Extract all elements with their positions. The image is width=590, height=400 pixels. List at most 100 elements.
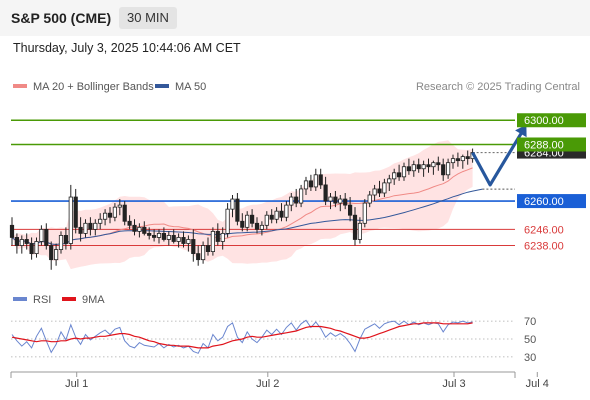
- candle-body-down: [455, 158, 461, 162]
- candle: [181, 231, 186, 248]
- candle-body-down: [343, 198, 348, 206]
- candle-body-up: [313, 174, 318, 188]
- candle: [186, 235, 191, 252]
- candle: [362, 199, 367, 228]
- candle: [328, 192, 333, 210]
- candle: [259, 221, 265, 236]
- candle: [313, 168, 318, 191]
- rsi-ma-line: [11, 322, 473, 349]
- candle-body-down: [416, 164, 421, 170]
- candle-body-up: [230, 198, 235, 210]
- candle-body-down: [196, 253, 201, 261]
- candle-body-up: [338, 198, 343, 204]
- candle-body-up: [303, 180, 309, 190]
- candle: [279, 203, 284, 222]
- candle: [460, 154, 465, 169]
- candle-body-down: [426, 164, 431, 168]
- x-tick-label: Jul 2: [256, 378, 279, 390]
- level-tag-6260-00: [517, 194, 586, 209]
- candle: [289, 192, 294, 212]
- x-tick-label: Jul 4: [526, 378, 549, 390]
- candle: [14, 233, 19, 254]
- candle: [98, 213, 103, 230]
- candle-body-up: [54, 249, 59, 261]
- candle: [392, 168, 397, 185]
- candle-body-up: [411, 164, 416, 172]
- candle-body-down: [161, 233, 166, 240]
- candle-body-up: [274, 210, 279, 220]
- rsi-legend: RSI 9MA: [13, 294, 105, 306]
- candle: [367, 190, 372, 208]
- candle-body-down: [254, 222, 260, 230]
- candle: [323, 176, 328, 206]
- candle: [122, 201, 127, 226]
- candle: [200, 241, 206, 264]
- candle: [68, 184, 73, 250]
- candle: [63, 227, 68, 250]
- candle-body-down: [132, 224, 137, 232]
- candle: [83, 219, 88, 238]
- candle-body-up: [176, 237, 181, 242]
- candle-body-up: [289, 196, 294, 206]
- rsi-legend-label: RSI: [33, 294, 51, 306]
- candle: [245, 211, 250, 232]
- candle: [431, 160, 436, 175]
- candle: [401, 162, 407, 181]
- candle-body-up: [68, 196, 73, 244]
- candle-body-up: [392, 172, 397, 180]
- candle-body-down: [171, 235, 176, 242]
- candle: [9, 217, 15, 246]
- candle-body-up: [112, 206, 117, 218]
- interval-badge[interactable]: 30 MIN: [119, 7, 177, 29]
- candle-body-up: [137, 226, 142, 232]
- candle: [220, 227, 225, 250]
- candle: [436, 156, 441, 171]
- ma50-legend-label: MA 50: [175, 81, 206, 93]
- candle-body-down: [396, 172, 402, 178]
- candle-body-up: [200, 245, 206, 261]
- x-tick-label: Jul 3: [442, 378, 465, 390]
- candle-body-up: [450, 158, 456, 164]
- level-tag-6300-00: [517, 113, 586, 128]
- candle: [387, 174, 392, 191]
- candle: [338, 195, 343, 212]
- candle: [411, 160, 416, 177]
- candle-body-down: [78, 226, 83, 234]
- candle-body-up: [93, 222, 98, 230]
- time-axis-ticks: Jul 1 Jul 2 Jul 3 Jul 4: [65, 372, 549, 390]
- candle-body-down: [49, 245, 54, 261]
- candle: [230, 195, 235, 218]
- candle: [426, 158, 431, 173]
- candle-body-down: [406, 166, 412, 172]
- candle: [343, 192, 348, 210]
- candle: [117, 199, 122, 216]
- candle: [176, 233, 181, 248]
- candle-body-down: [24, 239, 29, 244]
- candle: [142, 221, 147, 236]
- candle-body-up: [367, 194, 372, 204]
- candle-body-up: [382, 182, 387, 194]
- candle-body-down: [436, 162, 441, 166]
- candle: [205, 237, 211, 256]
- candle: [347, 197, 353, 222]
- candle-body-down: [318, 174, 323, 186]
- candle: [215, 223, 220, 246]
- rsi-tick-50: 50: [524, 334, 536, 346]
- level-label-6300-00: 6300.00: [524, 115, 564, 127]
- candle-body-up: [298, 188, 304, 204]
- candle: [416, 158, 421, 173]
- rsi-panel: 30 50 70: [11, 316, 536, 364]
- level-label-6238-00: 6238.00: [524, 241, 564, 253]
- candle: [24, 233, 29, 250]
- candle-body-down: [147, 233, 152, 236]
- candle-body-down: [249, 214, 255, 224]
- candle: [137, 223, 142, 238]
- candle: [396, 164, 402, 181]
- level-label-6288-top: 6288.00: [524, 139, 564, 151]
- candle-body-up: [186, 239, 191, 244]
- candle-body-down: [73, 196, 78, 228]
- candlesticks: [9, 148, 475, 270]
- candle: [377, 180, 382, 198]
- candle: [308, 174, 314, 191]
- candle: [269, 209, 274, 224]
